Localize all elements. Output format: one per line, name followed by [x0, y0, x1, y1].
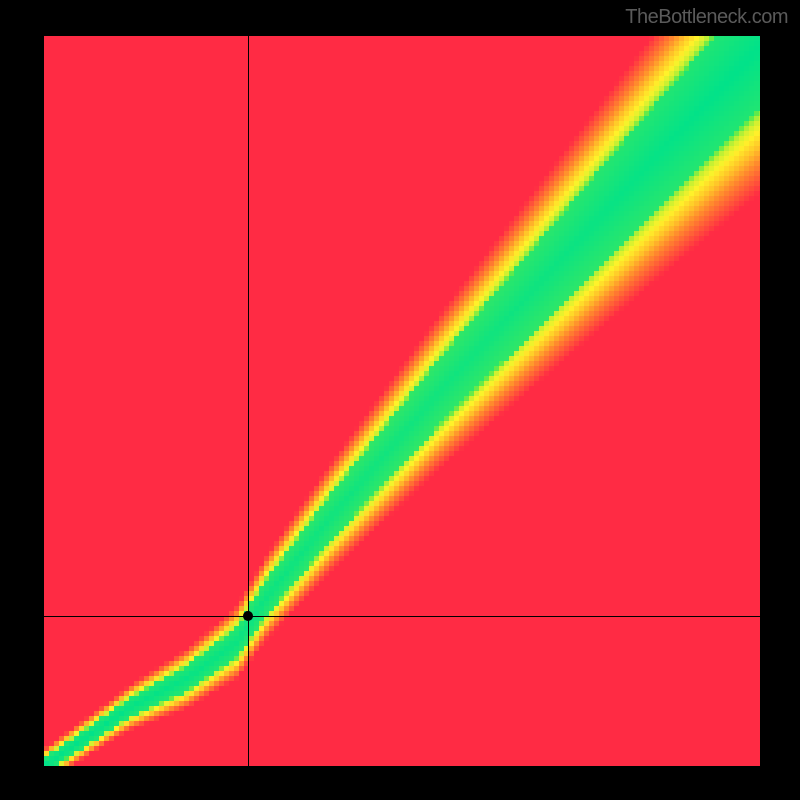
bottleneck-heatmap: [44, 36, 760, 766]
watermark-text: TheBottleneck.com: [625, 6, 788, 29]
